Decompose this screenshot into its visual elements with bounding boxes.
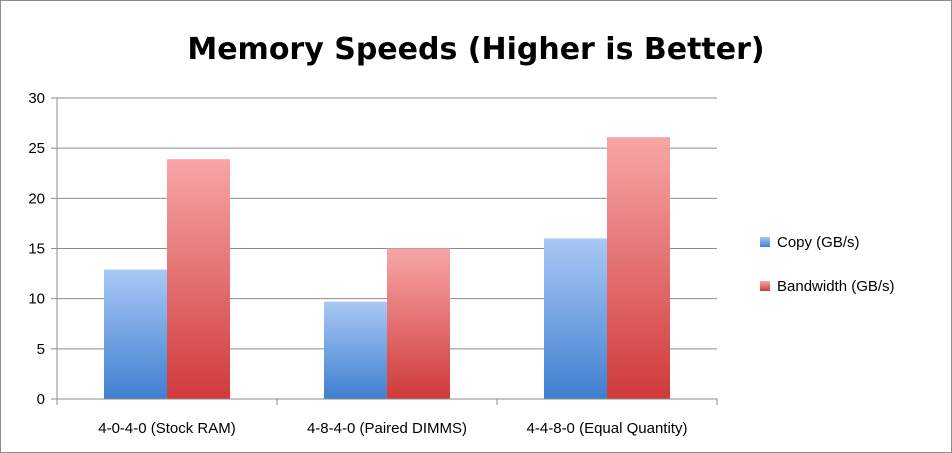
x-tick-label: 4-8-4-0 (Paired DIMMS): [307, 420, 467, 437]
legend-label: Copy (GB/s): [777, 234, 860, 251]
bar-bandwidth-2: [607, 137, 670, 399]
x-tick-label: 4-4-8-0 (Equal Quantity): [527, 420, 688, 437]
y-tick-label: 15: [28, 241, 45, 258]
legend: Copy (GB/s) Bandwidth (GB/s): [760, 234, 895, 295]
y-tick-label: 20: [28, 190, 45, 207]
legend-swatch: [760, 281, 770, 291]
bars: [104, 137, 670, 399]
bar-copy-2: [544, 238, 607, 399]
y-tick-label: 25: [28, 140, 45, 157]
y-tick-label: 5: [37, 341, 45, 358]
y-tick-label: 10: [28, 291, 45, 308]
legend-swatch: [760, 237, 770, 247]
bar-copy-0: [104, 269, 167, 399]
bar-bandwidth-0: [167, 159, 230, 399]
bar-copy-1: [324, 301, 387, 399]
x-tick-label: 4-0-4-0 (Stock RAM): [98, 420, 236, 437]
chart-title: Memory Speeds (Higher is Better): [187, 32, 764, 67]
legend-item-copy: Copy (GB/s): [760, 234, 860, 251]
legend-item-bandwidth: Bandwidth (GB/s): [760, 278, 895, 295]
x-axis-ticks: 4-0-4-0 (Stock RAM) 4-8-4-0 (Paired DIMMS…: [56, 399, 718, 437]
y-tick-label: 0: [37, 391, 45, 408]
y-axis-ticks: 0 5 10 15 20 25 30: [28, 90, 57, 408]
legend-label: Bandwidth (GB/s): [777, 278, 895, 295]
y-tick-label: 30: [28, 90, 45, 107]
bar-bandwidth-1: [387, 248, 450, 399]
